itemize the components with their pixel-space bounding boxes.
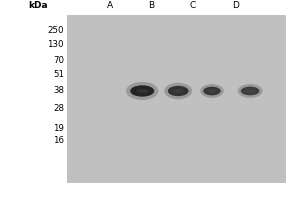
Ellipse shape bbox=[136, 89, 148, 93]
Text: 38: 38 bbox=[53, 86, 64, 95]
Ellipse shape bbox=[241, 87, 260, 95]
Text: 51: 51 bbox=[53, 70, 64, 79]
Text: C: C bbox=[189, 1, 196, 10]
Text: A: A bbox=[106, 1, 112, 10]
Ellipse shape bbox=[200, 84, 224, 98]
Text: 19: 19 bbox=[53, 124, 64, 133]
Text: 16: 16 bbox=[53, 136, 64, 145]
Ellipse shape bbox=[168, 86, 188, 96]
Ellipse shape bbox=[208, 89, 216, 93]
Text: 70: 70 bbox=[53, 56, 64, 65]
FancyBboxPatch shape bbox=[67, 15, 285, 182]
Text: 130: 130 bbox=[47, 40, 64, 49]
Text: B: B bbox=[148, 1, 154, 10]
Text: D: D bbox=[232, 1, 239, 10]
Ellipse shape bbox=[130, 85, 154, 97]
Text: 250: 250 bbox=[47, 26, 64, 35]
Ellipse shape bbox=[126, 82, 158, 100]
Ellipse shape bbox=[245, 89, 255, 93]
Ellipse shape bbox=[173, 89, 183, 93]
Text: kDa: kDa bbox=[28, 1, 48, 10]
Ellipse shape bbox=[203, 87, 221, 95]
Text: 28: 28 bbox=[53, 104, 64, 113]
Ellipse shape bbox=[238, 84, 262, 98]
Ellipse shape bbox=[164, 83, 192, 99]
